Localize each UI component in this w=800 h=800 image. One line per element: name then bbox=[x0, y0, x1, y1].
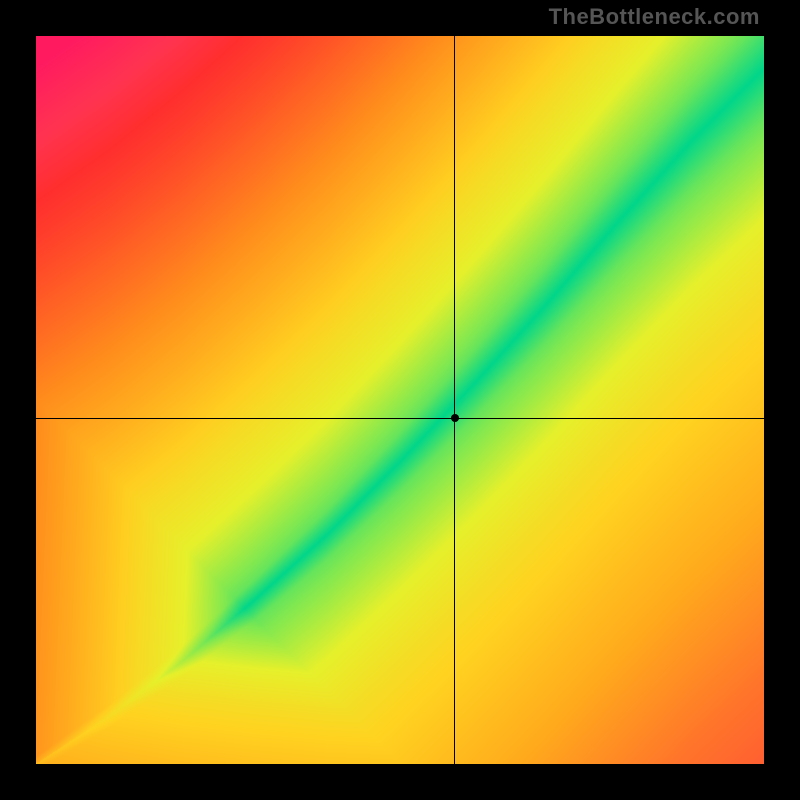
heatmap-canvas bbox=[36, 36, 764, 764]
watermark-text: TheBottleneck.com bbox=[549, 4, 760, 30]
chart-frame: TheBottleneck.com bbox=[0, 0, 800, 800]
plot-area bbox=[36, 36, 764, 764]
